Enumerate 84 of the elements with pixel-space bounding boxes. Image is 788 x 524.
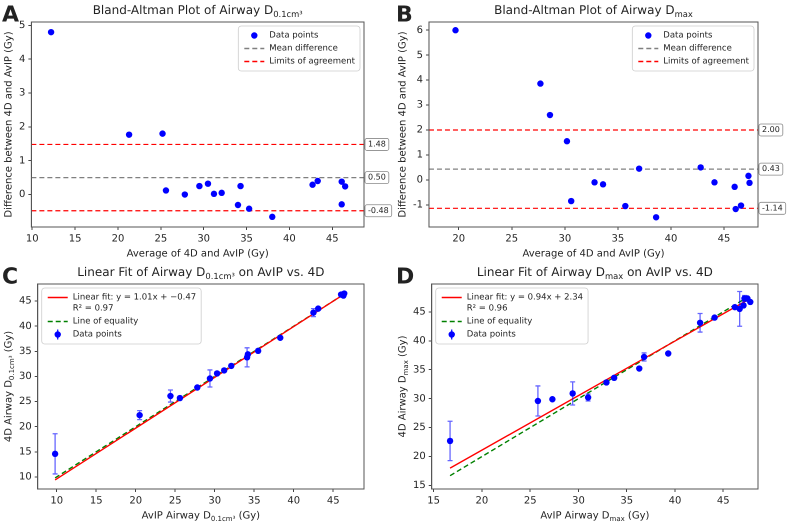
text: D [396,264,414,290]
x-tick-label: 10 [26,234,39,245]
x-tick-label: 10 [50,496,64,507]
y-tick-label: 20 [412,451,426,462]
annotation: 0.50 [368,172,386,182]
y-axis-title: Difference between 4D and AvIP (Gy) [398,31,409,218]
legend-label: Line of equality [72,316,138,327]
y-tick-label: 30 [18,371,32,382]
y-tick-label: 1 [416,150,423,161]
x-tick-label: 45 [326,496,340,507]
y-axis-title: Difference between 4D and AvIP (Gy) [4,31,15,218]
x-tick-label: 25 [168,496,182,507]
x-tick-label: 40 [664,234,678,245]
y-tick-label: 35 [412,364,426,376]
x-tick-label: 45 [718,234,730,245]
legend-label: Data points [466,330,516,340]
x-tick-label: 20 [476,496,488,507]
x-tick-label: 25 [154,234,168,245]
y-tick-label: 10 [18,472,32,483]
y-tick-label: 45 [412,306,426,318]
y-tick-label: 0 [416,174,423,186]
y-tick-label: 30 [412,393,426,404]
x-tick-label: 35 [612,234,624,245]
y-tick-label: 3 [416,100,423,111]
legend-label: Linear fit: y = 1.01x + −0.47 R² = 0.97 [72,292,196,314]
legend-label: Line of equality [466,316,532,327]
x-tick-label: 25 [524,496,537,507]
annotation: -1.14 [762,203,783,212]
y-tick-label: 25 [412,422,426,434]
y-tick-label: 4 [416,74,423,86]
legend-label: Mean difference [269,44,338,54]
legend-label: Data points [269,30,319,41]
x-tick-label: 15 [68,234,82,245]
annotation: 2.00 [762,125,780,134]
x-tick-label: 20 [112,234,124,245]
y-tick-label: 4 [18,54,26,65]
y-tick-label: 5 [416,50,423,61]
y-tick-label: 1 [18,155,26,166]
y-tick-label: 20 [18,421,32,432]
x-tick-label: 40 [287,496,300,507]
legend-label: Linear fit: y = 0.94x + 2.34 R² = 0.96 [466,292,584,314]
x-tick-label: 20 [129,496,142,507]
y-tick-label: 45 [18,296,32,307]
y-tick-label: 15 [18,446,32,458]
y-tick-label: 5 [18,20,26,31]
x-tick-label: 30 [558,234,572,245]
legend-label: Limits of agreement [269,56,356,67]
x-tick-label: 30 [208,496,222,507]
x-tick-label: 25 [505,234,518,245]
x-tick-label: 30 [572,496,585,507]
y-tick-label: 40 [412,335,426,346]
legend-label: Mean difference [663,44,732,54]
y-tick-label: 0 [18,189,26,200]
x-tick-label: 35 [248,496,261,507]
x-tick-label: 15 [427,496,440,507]
x-tick-label: 40 [668,496,682,507]
x-tick-label: 20 [452,234,466,245]
x-tick-label: 15 [90,496,103,507]
x-axis-title: Average of 4D and AvIP (Gy) [522,248,665,260]
y-tick-label: 3 [18,88,26,99]
y-tick-label: 25 [18,396,32,408]
text: B [396,2,413,28]
x-tick-label: 45 [326,234,339,245]
y-tick-label: 15 [412,480,426,492]
x-tick-label: 35 [240,234,253,245]
x-tick-label: 40 [283,234,296,245]
legend-label: Limits of agreement [663,56,750,67]
annotation: -0.48 [368,206,389,215]
y-tick-label: 40 [18,320,32,332]
x-tick-label: 45 [716,496,730,507]
text: A [2,2,20,28]
annotation: 1.48 [368,140,386,149]
y-tick-label: 2 [18,121,26,132]
legend-label: Data points [72,330,122,340]
y-tick-label: -1 [412,199,423,210]
x-axis-title: Average of 4D and AvIP (Gy) [126,248,269,260]
text: C [2,264,18,290]
y-tick-label: 2 [416,124,423,136]
x-tick-label: 35 [620,496,634,507]
y-tick-label: 35 [18,346,32,357]
x-tick-label: 30 [197,234,210,245]
legend-label: Data points [663,30,713,41]
annotation: 0.43 [762,164,780,174]
y-tick-label: 6 [416,24,423,36]
